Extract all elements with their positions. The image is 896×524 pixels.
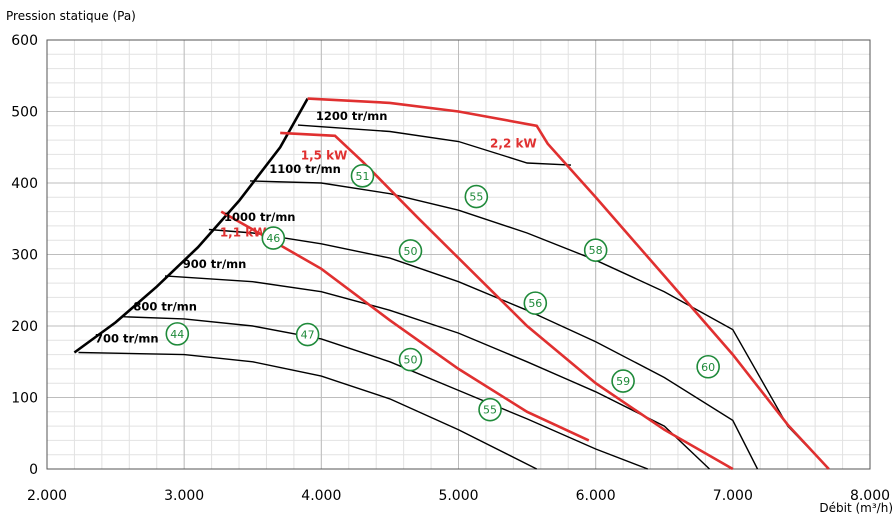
x-axis-title: Débit (m³/h) — [819, 501, 893, 515]
x-tick-label: 7.000 — [713, 488, 753, 504]
sound-level-value: 51 — [355, 170, 369, 183]
x-tick-label: 4.000 — [301, 488, 341, 504]
sound-level-value: 44 — [170, 328, 184, 341]
sound-level-value: 47 — [301, 329, 315, 342]
grid — [46, 39, 871, 470]
sound-level-value: 59 — [616, 375, 630, 388]
y-tick-label: 200 — [11, 319, 38, 335]
sound-level-value: 46 — [266, 232, 280, 245]
y-tick-label: 400 — [11, 176, 38, 192]
y-tick-label: 500 — [11, 105, 38, 121]
sound-level-circle — [696, 354, 720, 379]
power-curve-label: 1,5 kW — [301, 148, 348, 162]
sound-level-value: 60 — [701, 361, 715, 374]
power-curve-label: 1,1 kW — [220, 226, 267, 240]
system-curve — [73, 97, 309, 354]
x-tick-label: 5.000 — [438, 488, 478, 504]
sound-level-circle — [398, 239, 423, 263]
plot-frame — [46, 39, 871, 470]
power-curve-label: 2,2 kW — [490, 136, 537, 150]
sound-level-circle — [261, 226, 286, 250]
speed-curve — [208, 228, 759, 470]
sound-level-circle — [165, 322, 190, 346]
x-tick-label: 2.000 — [27, 488, 67, 504]
speed-curve — [249, 180, 830, 470]
speed-curve-label: 800 tr/mn — [133, 299, 197, 313]
y-tick-label: 0 — [29, 462, 38, 478]
sound-level-circle — [398, 347, 423, 372]
speed-curve — [122, 316, 649, 470]
speed-curve-label: 1100 tr/mn — [269, 162, 341, 176]
sound-level-circle — [295, 322, 320, 347]
sound-level-circle — [583, 238, 608, 263]
x-tick-label: 3.000 — [164, 488, 204, 504]
axis-ticks: 2.000 3.000 4.000 5.000 6.000 7.000 8.000 0 100 2… — [11, 33, 890, 504]
sound-level-circle — [478, 397, 502, 422]
speed-curve-label: 1200 tr/mn — [316, 109, 388, 123]
sound-level-value: 50 — [403, 245, 417, 258]
speed-curve — [78, 351, 538, 470]
sound-level-circle — [464, 184, 489, 209]
sound-level-value: 50 — [403, 354, 417, 367]
sound-level-circle — [350, 164, 375, 188]
y-tick-label: 300 — [11, 248, 38, 264]
y-tick-label: 600 — [11, 33, 38, 49]
y-axis-title: Pression statique (Pa) — [6, 9, 136, 23]
sound-level-value: 55 — [483, 404, 497, 417]
power-curve — [220, 210, 590, 442]
y-tick-label: 100 — [11, 391, 38, 407]
speed-curve-label: 1000 tr/mn — [224, 210, 296, 224]
power-curve — [307, 97, 830, 470]
power-curve — [280, 131, 734, 471]
curves — [73, 97, 830, 471]
sound-level-markers: 44 46 47 50 50 51 55 55 56 58 59 60 — [165, 164, 720, 422]
speed-curve-label: 700 tr/mn — [95, 331, 159, 345]
speed-curve-label: 900 tr/mn — [183, 257, 247, 271]
speed-curve — [297, 124, 572, 166]
sound-level-circle — [611, 369, 635, 393]
sound-level-value: 58 — [589, 244, 603, 257]
sound-level-value: 56 — [528, 297, 542, 310]
sound-level-value: 55 — [469, 191, 483, 204]
sound-level-circle — [523, 291, 548, 315]
curve-labels: 700 tr/mn 800 tr/mn 900 tr/mn 1000 tr/mn 110… — [95, 109, 537, 345]
x-tick-label: 6.000 — [576, 488, 616, 504]
x-tick-label: 8.000 — [850, 488, 890, 504]
